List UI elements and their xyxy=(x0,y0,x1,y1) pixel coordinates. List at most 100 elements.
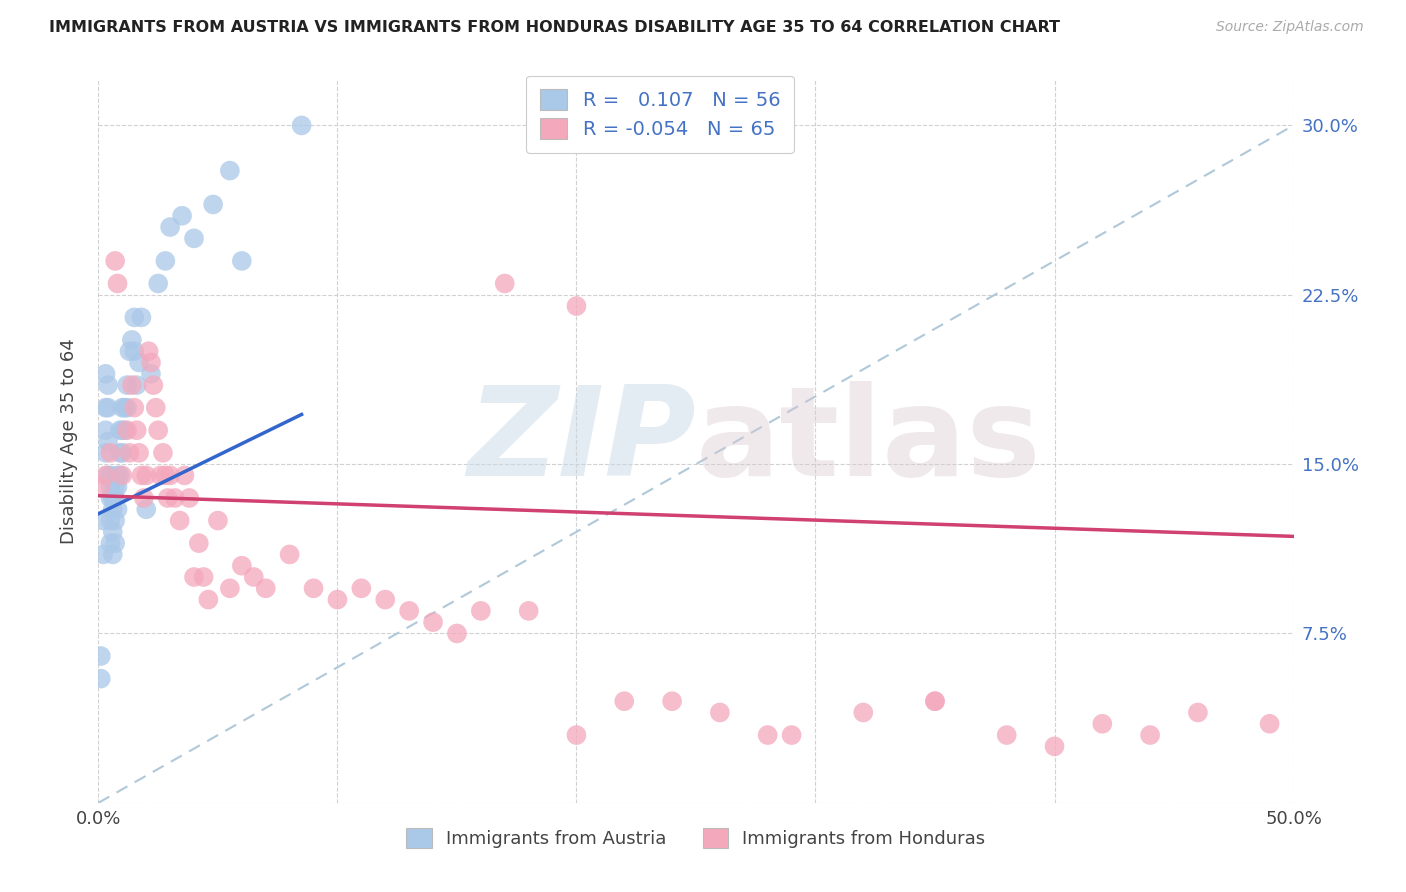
Point xyxy=(148,423,170,437)
Point xyxy=(121,333,143,347)
Point xyxy=(326,592,349,607)
Point xyxy=(114,423,136,437)
Point xyxy=(114,401,136,415)
Point xyxy=(156,491,179,505)
Point xyxy=(98,446,122,460)
Point xyxy=(470,604,492,618)
Point xyxy=(94,446,117,460)
Point xyxy=(98,468,122,483)
Point xyxy=(138,344,160,359)
Point xyxy=(101,548,124,562)
Point xyxy=(159,468,181,483)
Point xyxy=(94,423,117,437)
Point xyxy=(924,694,946,708)
Point xyxy=(118,344,141,359)
Point xyxy=(173,468,195,483)
Point xyxy=(565,299,588,313)
Point xyxy=(148,277,170,291)
Point xyxy=(155,468,177,483)
Point xyxy=(101,524,124,539)
Point xyxy=(231,558,253,573)
Point xyxy=(98,536,122,550)
Point xyxy=(1139,728,1161,742)
Point xyxy=(108,446,131,460)
Point xyxy=(517,604,540,618)
Point xyxy=(125,378,148,392)
Point xyxy=(374,592,396,607)
Point xyxy=(183,231,205,245)
Point xyxy=(278,548,301,562)
Point xyxy=(924,694,946,708)
Point xyxy=(98,491,122,505)
Point xyxy=(350,582,373,596)
Point xyxy=(145,401,167,415)
Point xyxy=(139,367,162,381)
Point xyxy=(132,491,155,505)
Point xyxy=(94,367,117,381)
Point xyxy=(97,468,120,483)
Point xyxy=(101,502,124,516)
Point xyxy=(155,253,177,268)
Point xyxy=(97,378,120,392)
Point xyxy=(90,672,112,686)
Point xyxy=(254,582,277,596)
Point xyxy=(98,514,122,528)
Point xyxy=(183,570,205,584)
Point xyxy=(121,378,143,392)
Legend: Immigrants from Austria, Immigrants from Honduras: Immigrants from Austria, Immigrants from… xyxy=(399,821,993,855)
Point xyxy=(128,355,150,369)
Point xyxy=(101,491,124,505)
Point xyxy=(149,468,172,483)
Point xyxy=(115,378,138,392)
Point xyxy=(111,446,134,460)
Point xyxy=(115,423,138,437)
Point xyxy=(98,480,122,494)
Point xyxy=(97,434,120,449)
Point xyxy=(108,468,131,483)
Point xyxy=(107,277,129,291)
Point xyxy=(94,468,117,483)
Point xyxy=(128,446,150,460)
Point xyxy=(91,548,114,562)
Point xyxy=(169,514,191,528)
Point xyxy=(159,220,181,235)
Point xyxy=(104,536,127,550)
Point xyxy=(163,491,186,505)
Point xyxy=(104,491,127,505)
Point xyxy=(172,209,194,223)
Point xyxy=(125,423,148,437)
Point xyxy=(104,514,127,528)
Point xyxy=(111,468,134,483)
Point xyxy=(187,536,209,550)
Point xyxy=(139,355,162,369)
Text: atlas: atlas xyxy=(696,381,1042,502)
Point xyxy=(152,446,174,460)
Point xyxy=(243,570,266,584)
Point xyxy=(219,163,242,178)
Point xyxy=(104,480,127,494)
Point xyxy=(494,277,516,291)
Point xyxy=(302,582,325,596)
Point xyxy=(90,480,112,494)
Text: IMMIGRANTS FROM AUSTRIA VS IMMIGRANTS FROM HONDURAS DISABILITY AGE 35 TO 64 CORR: IMMIGRANTS FROM AUSTRIA VS IMMIGRANTS FR… xyxy=(49,20,1060,35)
Point xyxy=(94,401,117,415)
Point xyxy=(131,468,153,483)
Point xyxy=(179,491,201,505)
Point xyxy=(124,401,146,415)
Point xyxy=(995,728,1018,742)
Point xyxy=(111,423,134,437)
Point xyxy=(197,592,219,607)
Text: ZIP: ZIP xyxy=(467,381,696,502)
Point xyxy=(97,401,120,415)
Point xyxy=(135,502,157,516)
Text: Source: ZipAtlas.com: Source: ZipAtlas.com xyxy=(1216,20,1364,34)
Point xyxy=(90,648,112,663)
Point xyxy=(142,378,165,392)
Point xyxy=(107,480,129,494)
Point xyxy=(135,468,157,483)
Point xyxy=(565,728,588,742)
Point xyxy=(422,615,444,630)
Point xyxy=(207,514,229,528)
Point xyxy=(124,344,146,359)
Point xyxy=(91,514,114,528)
